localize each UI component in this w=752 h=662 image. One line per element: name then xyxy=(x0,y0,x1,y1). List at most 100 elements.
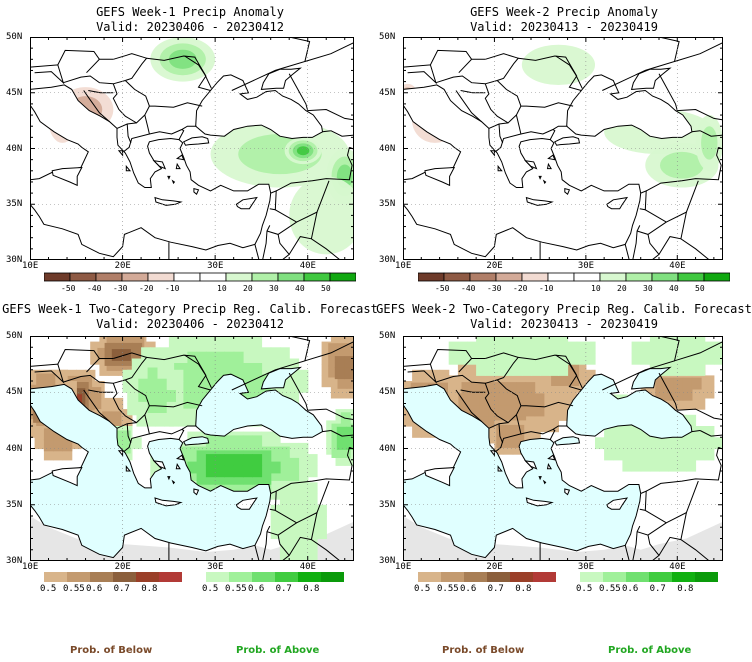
island xyxy=(489,450,495,457)
below-prob-cell xyxy=(337,343,348,355)
wet-anomaly-area xyxy=(701,126,718,160)
above-prob-cell xyxy=(279,469,290,481)
wet-anomaly-area xyxy=(659,151,704,179)
above-prob-cell xyxy=(677,459,687,472)
colorbar-tick-label: 50 xyxy=(695,284,705,293)
below-prob-cell xyxy=(516,382,527,394)
below-prob-cell xyxy=(498,404,508,417)
colorbar-swatch xyxy=(147,272,175,282)
y-tick-label: 50N xyxy=(6,331,23,341)
above-prob-cell xyxy=(521,336,532,343)
above-prob-cell xyxy=(659,448,669,461)
above-prob-cell xyxy=(336,426,347,439)
above-prob-cell xyxy=(136,403,147,416)
below-prob-cell xyxy=(569,363,580,375)
below-prob-cell xyxy=(461,404,472,417)
below-prob-cell xyxy=(534,393,545,406)
above-prob-cell xyxy=(168,336,179,348)
above-prob-cell xyxy=(326,420,337,433)
above-prob-cell xyxy=(613,426,623,438)
country-border xyxy=(636,522,667,536)
colorbar-swatch xyxy=(277,272,305,282)
above-prob-cell xyxy=(261,431,272,444)
colorbar-swatch xyxy=(329,272,356,282)
above-prob-cell xyxy=(540,341,550,354)
above-prob-cell xyxy=(686,364,697,376)
above-prob-cell xyxy=(136,414,147,427)
above-prob-cell xyxy=(233,336,244,348)
above-prob-cell xyxy=(187,461,198,474)
below-prob-cell xyxy=(53,448,63,461)
above-prob-cell xyxy=(178,363,188,375)
island xyxy=(564,488,571,496)
below-prob-cell xyxy=(448,392,459,405)
panel-title-line2: Valid: 20230406 - 20230412 xyxy=(96,20,284,34)
panel-title-week1-anomaly: GEFS Week-1 Precip Anomaly Valid: 202304… xyxy=(2,5,378,35)
above-prob-cell xyxy=(196,385,207,398)
y-tick-label: 45N xyxy=(379,387,396,398)
above-prob-cell xyxy=(521,364,532,376)
above-prob-cell xyxy=(695,437,706,450)
above-prob-cell xyxy=(252,374,263,386)
country-border xyxy=(307,108,354,137)
colorbar-swatch xyxy=(136,572,160,582)
colorbar-tick-label: -20 xyxy=(139,284,154,293)
below-prob-cell xyxy=(104,354,115,366)
y-tick-label: 40N xyxy=(6,443,23,454)
above-prob-cell xyxy=(131,437,142,450)
above-prob-cell xyxy=(242,374,253,386)
above-prob-cell xyxy=(215,454,225,466)
country-border xyxy=(645,180,699,223)
country-border xyxy=(262,225,271,260)
below-prob-cell xyxy=(488,404,499,417)
country-border xyxy=(691,130,701,133)
country-border xyxy=(88,90,114,94)
island xyxy=(524,160,538,170)
above-prob-cell xyxy=(298,527,309,540)
island xyxy=(525,497,554,507)
colorbar-swatch xyxy=(677,272,705,282)
above-prob-cell xyxy=(467,341,477,354)
above-prob-cell xyxy=(604,448,614,461)
above-prob-cell xyxy=(270,347,281,360)
above-prob-cell xyxy=(233,363,244,375)
colorbar-swatch xyxy=(651,272,679,282)
below-prob-cell xyxy=(507,404,517,417)
above-prob-cell xyxy=(187,396,198,409)
below-prob-cell xyxy=(649,386,660,399)
above-prob-cell xyxy=(640,459,651,472)
above-prob-cell xyxy=(340,446,351,458)
above-prob-cell xyxy=(457,352,468,365)
above-prob-cell xyxy=(127,392,138,405)
colorbar-tick-label: 0.6 xyxy=(248,584,265,594)
country-border xyxy=(30,64,65,85)
panel-title-line1: GEFS Week-2 Precip Anomaly xyxy=(470,5,658,19)
below-prob-cell xyxy=(349,336,354,343)
x-tick-label: 10E xyxy=(22,562,39,572)
country-border xyxy=(310,211,318,239)
footer-label-below-left: Prob. of Below xyxy=(70,645,153,656)
above-prob-cell xyxy=(289,469,300,481)
country-border xyxy=(124,379,203,408)
above-prob-cell xyxy=(261,358,272,371)
above-prob-cell xyxy=(531,341,541,354)
island xyxy=(564,187,571,196)
colorbar-tick-label: -50 xyxy=(61,284,76,293)
above-prob-cell xyxy=(242,336,253,348)
country-border xyxy=(549,428,556,440)
country-border xyxy=(269,490,277,512)
below-prob-cell xyxy=(62,439,73,452)
colorbar-swatch xyxy=(44,572,68,582)
below-prob-cell xyxy=(560,374,570,386)
wet-anomaly-area xyxy=(289,176,354,255)
colorbar-swatch xyxy=(521,272,549,282)
above-prob-cell xyxy=(677,336,687,343)
above-prob-cell xyxy=(558,364,569,376)
island xyxy=(606,497,629,510)
above-prob-cell xyxy=(233,454,244,466)
island xyxy=(193,187,200,196)
above-prob-cell xyxy=(224,472,235,485)
above-prob-cell xyxy=(261,472,272,485)
below-prob-cell xyxy=(531,431,541,444)
country-border xyxy=(485,352,520,381)
